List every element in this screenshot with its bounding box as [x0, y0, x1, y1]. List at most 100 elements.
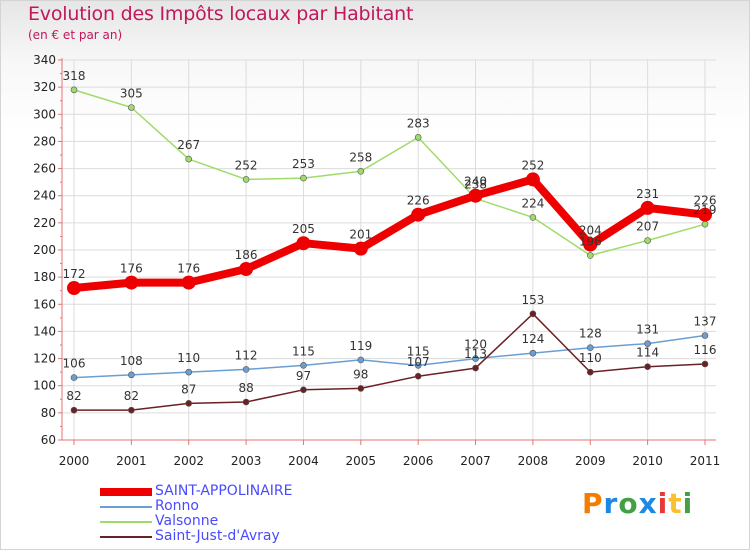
data-label-saint-just-d-avray: 114 — [636, 346, 659, 360]
data-label-valsonne: 224 — [521, 196, 544, 210]
data-label-saint-just-d-avray: 110 — [579, 351, 602, 365]
data-label-valsonne: 207 — [636, 220, 659, 234]
series-line-ronno — [73, 334, 706, 379]
data-label-ronno: 106 — [63, 357, 86, 371]
data-point-ronno — [242, 366, 250, 373]
data-label-saint-just-d-avray: 88 — [238, 381, 253, 395]
legend-label: Saint-Just-d'Avray — [155, 528, 280, 544]
data-point-saint-appolinaire — [525, 172, 540, 187]
data-point-valsonne — [644, 237, 651, 244]
data-label-saint-appolinaire: 252 — [521, 158, 544, 172]
chart-title: Evolution des Impôts locaux par Habitant — [28, 3, 414, 25]
data-label-valsonne: 283 — [407, 116, 430, 130]
data-label-ronno: 120 — [464, 338, 487, 352]
data-point-saint-appolinaire — [583, 237, 598, 252]
data-label-ronno: 119 — [349, 339, 372, 353]
data-label-ronno: 110 — [177, 351, 200, 365]
data-point-saint-just-d-avray — [701, 360, 709, 368]
data-label-ronno: 112 — [235, 348, 258, 362]
data-point-saint-appolinaire — [296, 236, 311, 251]
logo-letter: o — [618, 487, 639, 520]
x-tick-label: 2009 — [575, 454, 606, 468]
data-label-saint-just-d-avray: 116 — [694, 343, 717, 357]
data-point-ronno — [586, 344, 594, 352]
data-point-saint-just-d-avray — [529, 310, 537, 318]
x-tick-label: 2002 — [173, 454, 204, 468]
data-label-saint-just-d-avray: 82 — [66, 389, 81, 403]
x-tick-label: 2007 — [460, 454, 491, 468]
data-label-saint-just-d-avray: 153 — [521, 293, 544, 307]
x-tick-label: 2001 — [116, 454, 147, 468]
data-point-ronno — [529, 349, 537, 357]
data-point-saint-appolinaire — [239, 262, 254, 276]
data-label-saint-appolinaire: 201 — [349, 228, 372, 242]
data-label-saint-just-d-avray: 113 — [464, 347, 487, 361]
data-label-ronno: 115 — [407, 344, 430, 358]
legend-swatch — [100, 506, 152, 508]
data-label-saint-appolinaire: 176 — [120, 262, 143, 276]
logo-letter: r — [603, 487, 619, 520]
data-label-valsonne: 305 — [120, 87, 143, 101]
y-tick-label: 300 — [33, 107, 56, 121]
data-point-ronno — [128, 371, 135, 379]
logo-letter: i — [657, 487, 669, 520]
y-tick-label: 240 — [33, 189, 56, 203]
data-label-valsonne: 318 — [63, 69, 86, 83]
y-tick-label: 320 — [33, 80, 56, 94]
data-point-saint-just-d-avray — [242, 398, 250, 406]
data-point-saint-just-d-avray — [586, 368, 594, 376]
legend-swatch — [100, 536, 152, 538]
logo-letter: x — [638, 487, 658, 520]
logo-letter: i — [682, 487, 694, 520]
y-tick-label: 60 — [41, 433, 56, 447]
x-tick-label: 2008 — [518, 454, 549, 468]
legend-label: Valsonne — [155, 513, 219, 529]
data-label-saint-appolinaire: 176 — [177, 262, 200, 276]
data-point-valsonne — [414, 134, 422, 141]
data-point-valsonne — [185, 155, 193, 163]
y-tick-label: 220 — [33, 216, 56, 230]
y-tick-label: 80 — [41, 406, 56, 420]
legend-swatch — [100, 488, 152, 496]
data-point-valsonne — [586, 252, 594, 259]
data-label-saint-appolinaire: 205 — [292, 222, 315, 236]
data-point-ronno — [300, 362, 307, 369]
data-label-valsonne: 196 — [579, 234, 602, 248]
data-point-saint-appolinaire — [353, 241, 368, 256]
x-tick-label: 2011 — [690, 454, 721, 468]
y-tick-label: 160 — [33, 297, 56, 311]
y-tick-label: 280 — [33, 134, 56, 148]
data-label-saint-appolinaire: 186 — [235, 248, 258, 262]
data-point-ronno — [70, 374, 78, 381]
data-label-ronno: 108 — [120, 354, 143, 368]
data-point-saint-just-d-avray — [185, 400, 193, 407]
data-point-saint-appolinaire — [411, 207, 426, 222]
legend-swatch — [100, 521, 152, 523]
data-point-saint-appolinaire — [124, 275, 139, 290]
y-tick-label: 180 — [33, 270, 56, 284]
y-tick-label: 100 — [33, 379, 56, 393]
data-label-valsonne: 267 — [177, 138, 200, 152]
data-label-saint-just-d-avray: 107 — [407, 355, 430, 369]
proxiti-logo: Proxiti — [582, 487, 693, 520]
data-label-ronno: 124 — [521, 332, 544, 346]
data-point-saint-just-d-avray — [414, 372, 422, 380]
logo-letter: t — [668, 487, 683, 520]
data-point-ronno — [701, 332, 709, 339]
data-label-saint-appolinaire: 226 — [407, 194, 430, 208]
data-point-valsonne — [300, 174, 307, 182]
series-line-saint-appolinaire — [70, 175, 709, 292]
data-label-valsonne: 253 — [292, 157, 315, 171]
chart-subtitle: (en € et par an) — [28, 28, 123, 42]
data-label-valsonne: 252 — [235, 158, 258, 172]
data-point-ronno — [644, 340, 651, 347]
data-point-saint-just-d-avray — [300, 386, 307, 394]
data-label-valsonne: 258 — [349, 150, 372, 164]
y-tick-label: 120 — [33, 352, 56, 366]
y-tick-label: 140 — [33, 324, 56, 338]
data-point-saint-just-d-avray — [70, 406, 78, 414]
data-point-saint-appolinaire — [640, 200, 655, 215]
x-tick-label: 2005 — [346, 454, 377, 468]
y-tick-label: 340 — [33, 53, 56, 67]
